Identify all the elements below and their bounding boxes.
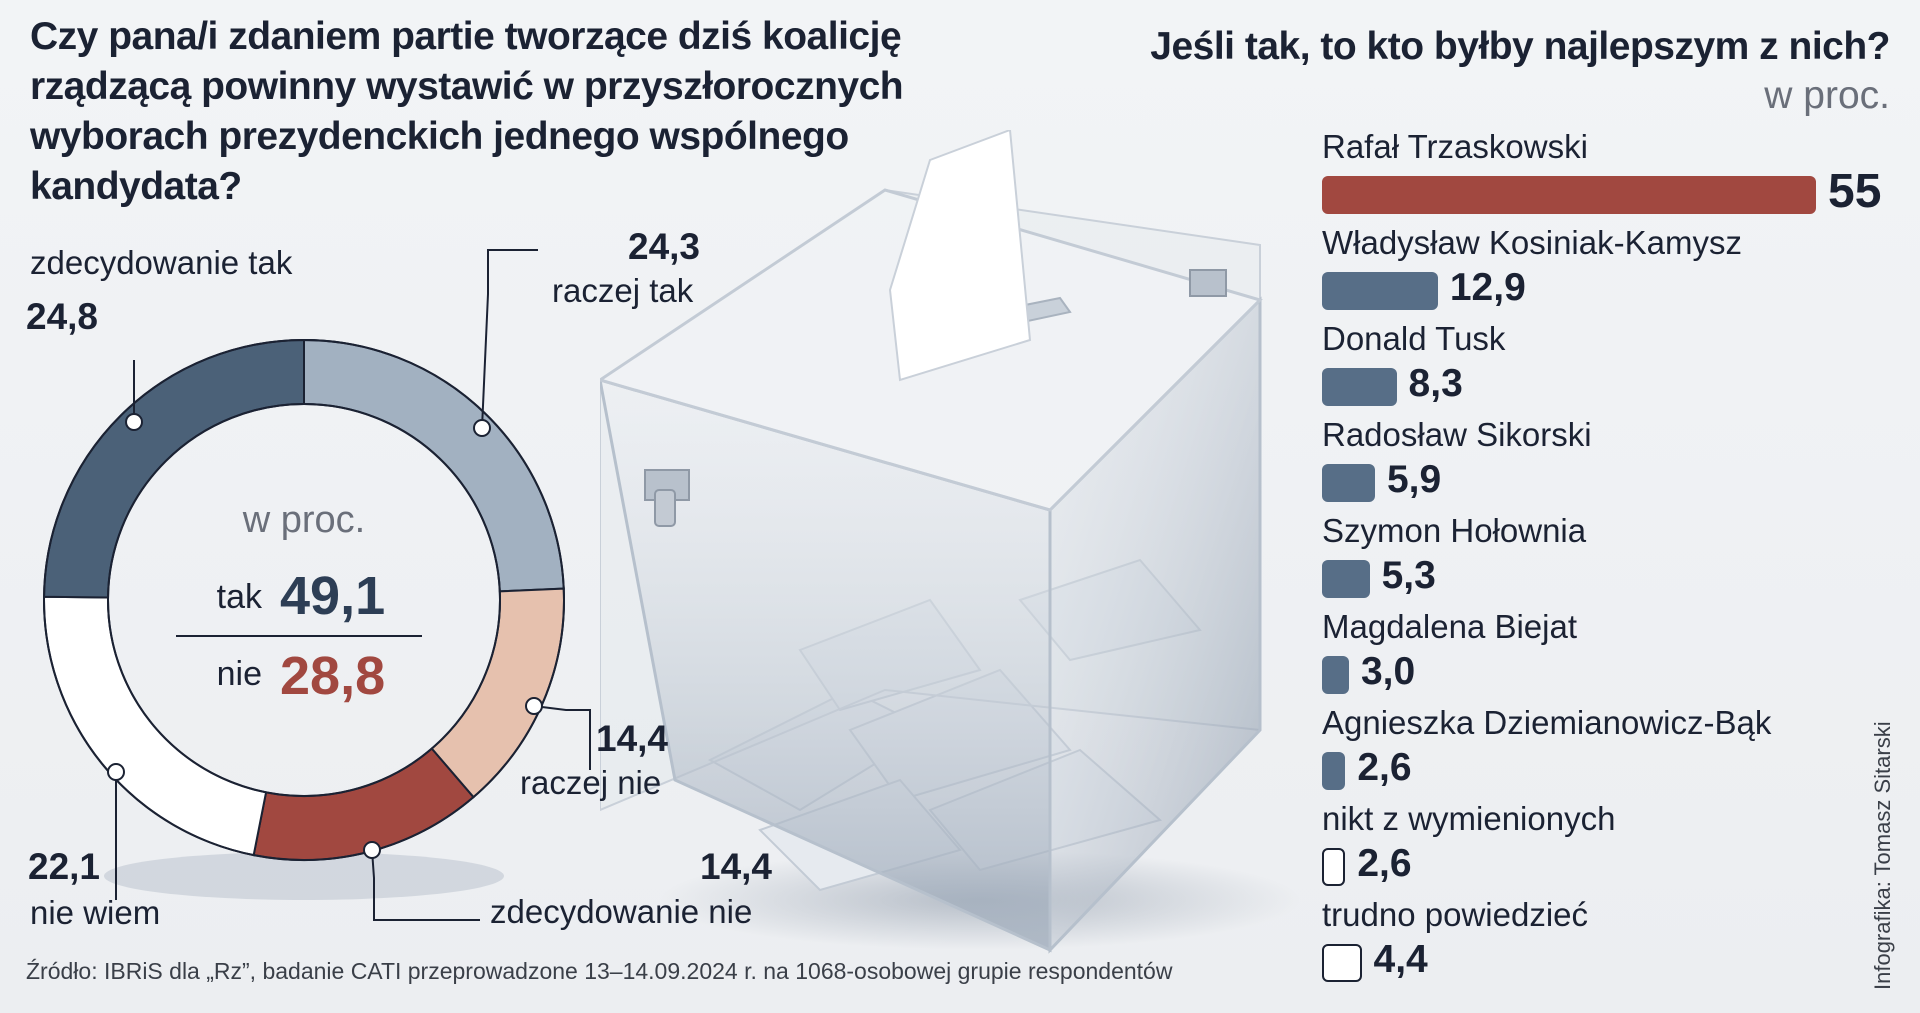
donut-slice-raczej-tak <box>303 338 565 593</box>
slice-value-raczej-nie: 14,4 <box>596 718 669 759</box>
bar-category-label: Rafał Trzaskowski <box>1322 128 1588 165</box>
bar-row: Rafał Trzaskowski 55 <box>1318 128 1898 224</box>
leader-dot-zdecydowanie-tak <box>125 413 143 431</box>
summary-nie-value: 28,8 <box>280 646 385 706</box>
bar-value-label: 2,6 <box>1357 842 1412 885</box>
leader-dot-raczej-tak <box>473 419 491 437</box>
bar-row: Szymon Hołownia 5,3 <box>1318 512 1898 608</box>
bar-category-label: Magdalena Biejat <box>1322 608 1578 645</box>
bar-value-label: 4,4 <box>1373 938 1428 981</box>
bar-value-label: 2,6 <box>1357 746 1412 789</box>
slice-value-raczej-tak: 24,3 <box>628 226 701 267</box>
leader-line-zdecydowanie-nie <box>371 849 480 921</box>
bar-category-label: nikt z wymienionych <box>1322 800 1616 837</box>
bar-mark <box>1322 848 1346 886</box>
slice-label-nie-wiem: nie wiem <box>30 894 161 931</box>
bar-mark <box>1322 272 1438 310</box>
bar-value-label: 3,0 <box>1360 650 1416 693</box>
summary-tak-value: 49,1 <box>280 566 385 626</box>
bar-row: trudno powiedzieć 4,4 <box>1318 896 1898 992</box>
bar-unit-label: w proc. <box>1764 74 1890 117</box>
bar-value-label: 12,9 <box>1449 266 1526 309</box>
bar-category-label: trudno powiedzieć <box>1322 896 1588 933</box>
summary-tak-label: tak <box>217 578 263 616</box>
donut-slice-zdecydowanie-nie <box>252 747 475 861</box>
ballot-box-illustration <box>600 130 1300 954</box>
bar-value-label: 5,3 <box>1381 554 1436 597</box>
slice-label-zdecydowanie-nie: zdecydowanie nie <box>490 893 753 930</box>
bar-mark <box>1322 752 1346 790</box>
donut-slice-zdecydowanie-tak <box>43 338 305 599</box>
summary-nie-label: nie <box>217 655 262 693</box>
bar-value-label: 55 <box>1828 165 1882 218</box>
bar-category-label: Władysław Kosiniak-Kamysz <box>1322 224 1742 261</box>
leader-dot-zdecydowanie-nie <box>363 841 381 859</box>
bar-row: Władysław Kosiniak-Kamysz 12,9 <box>1318 224 1898 320</box>
bar-row: Radosław Sikorski 5,9 <box>1318 416 1898 512</box>
bar-category-label: Donald Tusk <box>1322 320 1506 357</box>
bar-category-label: Szymon Hołownia <box>1322 512 1587 549</box>
bar-mark <box>1322 944 1362 982</box>
bar-row: nikt z wymienionych 2,6 <box>1318 800 1898 896</box>
bar-row: Donald Tusk 8,3 <box>1318 320 1898 416</box>
slice-label-raczej-tak: raczej tak <box>552 272 694 309</box>
leader-dot-nie-wiem <box>107 763 125 781</box>
bar-mark <box>1322 560 1370 598</box>
leader-dot-raczej-nie <box>525 697 543 715</box>
bar-question-title: Jeśli tak, to kto byłby najlepszym z nic… <box>1150 25 1890 68</box>
bar-mark <box>1322 464 1375 502</box>
slice-value-zdecydowanie-tak: 24,8 <box>26 296 99 337</box>
leader-line-raczej-tak <box>481 249 538 429</box>
donut-unit-label: w proc. <box>242 499 365 541</box>
bar-mark <box>1322 368 1397 406</box>
bar-mark <box>1322 176 1816 214</box>
source-note: Źródło: IBRiS dla „Rz”, badanie CATI prz… <box>26 958 1173 984</box>
bar-row: Magdalena Biejat 3,0 <box>1318 608 1898 704</box>
slice-label-raczej-nie: raczej nie <box>520 764 662 801</box>
donut-chart: w proc. tak 49,1 nie 28,8 <box>43 249 591 921</box>
bar-category-label: Radosław Sikorski <box>1322 416 1592 453</box>
donut-question-title: Czy pana/i zdaniem partie tworzące dziś … <box>30 15 904 208</box>
bar-value-label: 5,9 <box>1386 458 1442 501</box>
bar-row: Agnieszka Dziemianowicz-Bąk 2,6 <box>1318 704 1898 800</box>
leader-line-raczej-nie <box>533 705 591 770</box>
slice-value-zdecydowanie-nie: 14,4 <box>700 846 773 887</box>
slice-value-nie-wiem: 22,1 <box>28 846 101 887</box>
bar-chart: Rafał Trzaskowski 55 Władysław Kosiniak-Ka… <box>1318 128 1898 992</box>
bar-category-label: Agnieszka Dziemianowicz-Bąk <box>1322 704 1772 741</box>
slice-label-zdecydowanie-tak: zdecydowanie tak <box>30 244 293 281</box>
bar-mark <box>1322 656 1349 694</box>
bar-value-label: 8,3 <box>1408 362 1463 405</box>
infographic-credit: Infografika: Tomasz Sitarski <box>1870 721 1895 990</box>
